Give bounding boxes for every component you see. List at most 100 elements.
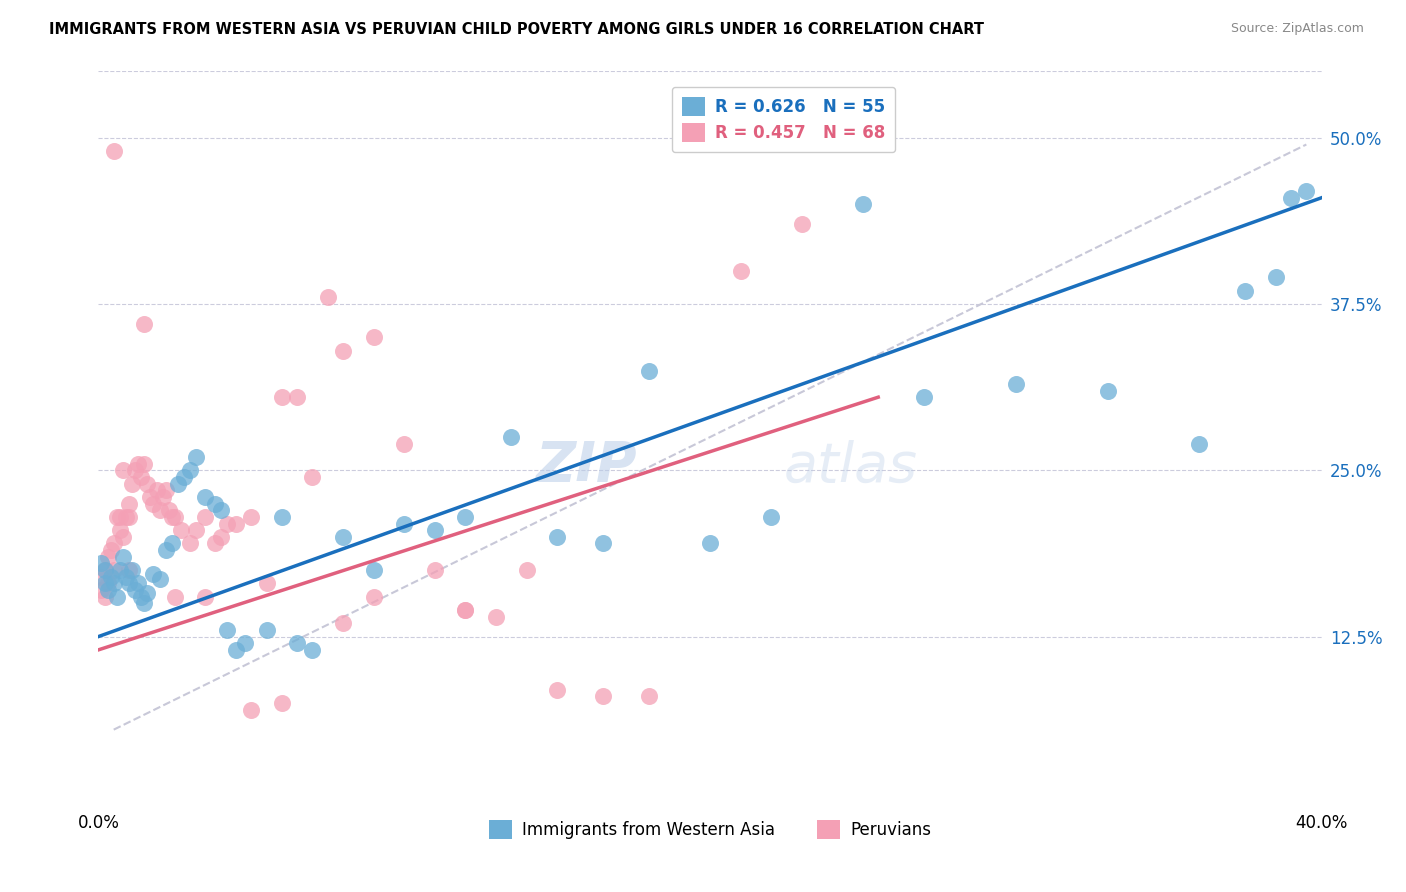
Point	[501, 430, 523, 444]
Point	[301, 643, 323, 657]
Point	[118, 563, 141, 577]
Point	[194, 509, 217, 524]
Point	[270, 390, 292, 404]
Point	[1097, 384, 1119, 398]
Point	[485, 609, 508, 624]
Point	[167, 476, 190, 491]
Point	[790, 217, 813, 231]
Point	[209, 503, 232, 517]
Text: IMMIGRANTS FROM WESTERN ASIA VS PERUVIAN CHILD POVERTY AMONG GIRLS UNDER 16 CORR: IMMIGRANTS FROM WESTERN ASIA VS PERUVIAN…	[49, 22, 984, 37]
Point	[111, 530, 134, 544]
Point	[392, 436, 416, 450]
Point	[157, 503, 180, 517]
Point	[134, 457, 156, 471]
Point	[108, 509, 131, 524]
Point	[759, 509, 782, 524]
Point	[730, 264, 752, 278]
Point	[127, 576, 149, 591]
Point	[155, 483, 177, 498]
Point	[134, 596, 156, 610]
Point	[129, 470, 152, 484]
Point	[121, 476, 143, 491]
Point	[111, 549, 134, 564]
Point	[90, 557, 112, 571]
Point	[111, 463, 134, 477]
Point	[97, 582, 120, 597]
Point	[285, 636, 308, 650]
Point	[363, 590, 385, 604]
Point	[1188, 436, 1211, 450]
Point	[204, 497, 226, 511]
Point	[194, 490, 217, 504]
Point	[316, 290, 339, 304]
Point	[270, 509, 292, 524]
Point	[363, 330, 385, 344]
Point	[852, 197, 875, 211]
Point	[454, 603, 477, 617]
Point	[215, 623, 238, 637]
Point	[90, 582, 112, 597]
Point	[215, 516, 238, 531]
Point	[105, 509, 128, 524]
Point	[225, 643, 247, 657]
Point	[225, 516, 247, 531]
Point	[423, 523, 446, 537]
Point	[256, 623, 278, 637]
Point	[152, 490, 174, 504]
Point	[118, 497, 141, 511]
Point	[1004, 376, 1026, 391]
Point	[363, 563, 385, 577]
Point	[186, 450, 208, 464]
Point	[124, 463, 146, 477]
Point	[285, 390, 308, 404]
Point	[136, 476, 159, 491]
Point	[332, 343, 354, 358]
Point	[160, 509, 183, 524]
Point	[270, 696, 292, 710]
Point	[103, 576, 125, 591]
Point	[129, 590, 152, 604]
Point	[136, 585, 159, 599]
Point	[127, 457, 149, 471]
Point	[209, 530, 232, 544]
Point	[256, 576, 278, 591]
Point	[108, 523, 131, 537]
Point	[179, 536, 201, 550]
Point	[233, 636, 256, 650]
Point	[240, 509, 263, 524]
Point	[103, 536, 125, 550]
Point	[118, 509, 141, 524]
Point	[90, 570, 112, 584]
Point	[546, 682, 568, 697]
Point	[103, 144, 125, 158]
Point	[637, 363, 661, 377]
Point	[97, 549, 120, 564]
Point	[454, 509, 477, 524]
Point	[139, 490, 162, 504]
Point	[115, 570, 138, 584]
Point	[516, 563, 538, 577]
Point	[134, 317, 156, 331]
Point	[118, 576, 141, 591]
Point	[93, 590, 115, 604]
Point	[546, 530, 568, 544]
Point	[332, 616, 354, 631]
Point	[93, 576, 115, 591]
Point	[149, 573, 172, 587]
Point	[100, 570, 122, 584]
Point	[699, 536, 721, 550]
Point	[173, 470, 195, 484]
Point	[392, 516, 416, 531]
Point	[142, 567, 165, 582]
Point	[186, 523, 208, 537]
Point	[124, 582, 146, 597]
Point	[423, 563, 446, 577]
Point	[100, 543, 122, 558]
Point	[163, 590, 186, 604]
Point	[105, 590, 128, 604]
Point	[240, 703, 263, 717]
Point	[103, 563, 125, 577]
Point	[121, 563, 143, 577]
Point	[179, 463, 201, 477]
Point	[1264, 270, 1286, 285]
